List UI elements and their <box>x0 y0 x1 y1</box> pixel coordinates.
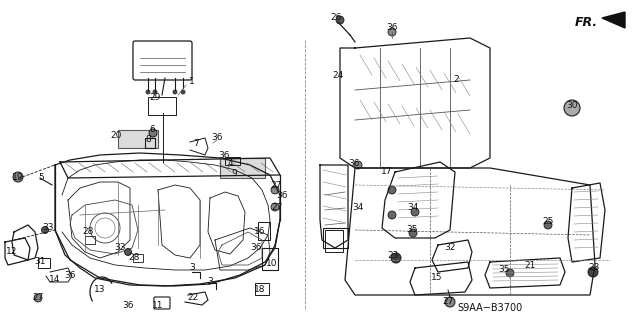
Text: 7: 7 <box>193 138 199 147</box>
Text: 28: 28 <box>83 227 93 236</box>
Text: 1: 1 <box>189 78 195 86</box>
Text: 22: 22 <box>188 293 198 302</box>
Circle shape <box>388 28 396 36</box>
Circle shape <box>391 253 401 263</box>
Text: 27: 27 <box>271 203 283 211</box>
Bar <box>145 138 155 148</box>
Text: 31: 31 <box>35 257 45 266</box>
Circle shape <box>271 203 279 211</box>
Text: 2: 2 <box>453 76 459 85</box>
Text: 36: 36 <box>250 243 262 253</box>
Bar <box>325 230 343 252</box>
Text: 6: 6 <box>149 125 155 135</box>
Text: 23: 23 <box>387 250 399 259</box>
Text: 17: 17 <box>381 167 393 176</box>
Text: S9AA−B3700: S9AA−B3700 <box>458 303 523 313</box>
Circle shape <box>388 211 396 219</box>
Text: 36: 36 <box>64 271 76 279</box>
Circle shape <box>588 267 598 277</box>
Text: 15: 15 <box>431 273 443 283</box>
Circle shape <box>13 172 23 182</box>
Circle shape <box>354 161 362 169</box>
Text: 36: 36 <box>387 24 397 33</box>
Text: 19: 19 <box>12 173 24 182</box>
Bar <box>220 158 265 178</box>
Text: 11: 11 <box>152 301 164 310</box>
Circle shape <box>173 90 177 94</box>
Circle shape <box>409 229 417 237</box>
Text: 13: 13 <box>94 286 106 294</box>
Text: 9: 9 <box>231 169 237 179</box>
Text: 27: 27 <box>442 298 454 307</box>
Text: 36: 36 <box>218 151 230 160</box>
Text: 20: 20 <box>110 130 122 139</box>
Circle shape <box>152 90 157 94</box>
Circle shape <box>388 186 396 194</box>
Circle shape <box>544 221 552 229</box>
Bar <box>225 157 240 165</box>
Text: 21: 21 <box>524 261 536 270</box>
Text: 14: 14 <box>49 276 61 285</box>
Text: 34: 34 <box>352 204 364 212</box>
Circle shape <box>411 208 419 216</box>
Text: 33: 33 <box>42 224 54 233</box>
Text: 26: 26 <box>330 13 342 23</box>
Circle shape <box>564 100 580 116</box>
Bar <box>38 258 50 268</box>
Text: 25: 25 <box>542 218 554 226</box>
Text: 24: 24 <box>332 70 344 79</box>
Text: 3: 3 <box>189 263 195 272</box>
Text: 36: 36 <box>122 300 134 309</box>
Circle shape <box>145 90 150 94</box>
Text: 8: 8 <box>145 136 151 145</box>
Circle shape <box>125 249 131 256</box>
Text: 35: 35 <box>406 226 418 234</box>
Circle shape <box>42 226 49 234</box>
Text: 10: 10 <box>266 258 278 268</box>
Text: 35: 35 <box>499 265 509 275</box>
Text: 27: 27 <box>270 182 282 190</box>
Circle shape <box>445 297 455 307</box>
Circle shape <box>34 294 42 302</box>
Text: 16: 16 <box>254 227 266 236</box>
Text: 34: 34 <box>407 204 419 212</box>
Circle shape <box>506 269 514 277</box>
Bar <box>133 254 143 262</box>
Bar <box>148 97 176 115</box>
Bar <box>85 236 95 244</box>
Text: 3: 3 <box>207 277 213 286</box>
Bar <box>258 222 270 240</box>
Text: 23: 23 <box>588 263 600 272</box>
Text: FR.: FR. <box>575 16 598 28</box>
Bar <box>255 283 269 295</box>
Bar <box>118 130 158 148</box>
Circle shape <box>336 16 344 24</box>
Bar <box>262 248 278 270</box>
Text: 33: 33 <box>115 243 125 253</box>
Circle shape <box>149 129 157 137</box>
Polygon shape <box>602 12 625 28</box>
Text: 36: 36 <box>276 191 288 201</box>
Text: 18: 18 <box>254 286 266 294</box>
Circle shape <box>180 90 186 94</box>
Text: 29: 29 <box>149 93 161 102</box>
Text: 4: 4 <box>227 159 233 167</box>
Text: 36: 36 <box>348 159 360 167</box>
Circle shape <box>271 186 279 194</box>
Text: 5: 5 <box>38 174 44 182</box>
Bar <box>323 228 348 248</box>
Text: 27: 27 <box>32 293 44 302</box>
Text: 30: 30 <box>566 100 578 109</box>
Text: 28: 28 <box>128 253 140 262</box>
Text: 36: 36 <box>211 133 223 143</box>
Text: 12: 12 <box>6 248 18 256</box>
Text: 32: 32 <box>444 243 456 253</box>
